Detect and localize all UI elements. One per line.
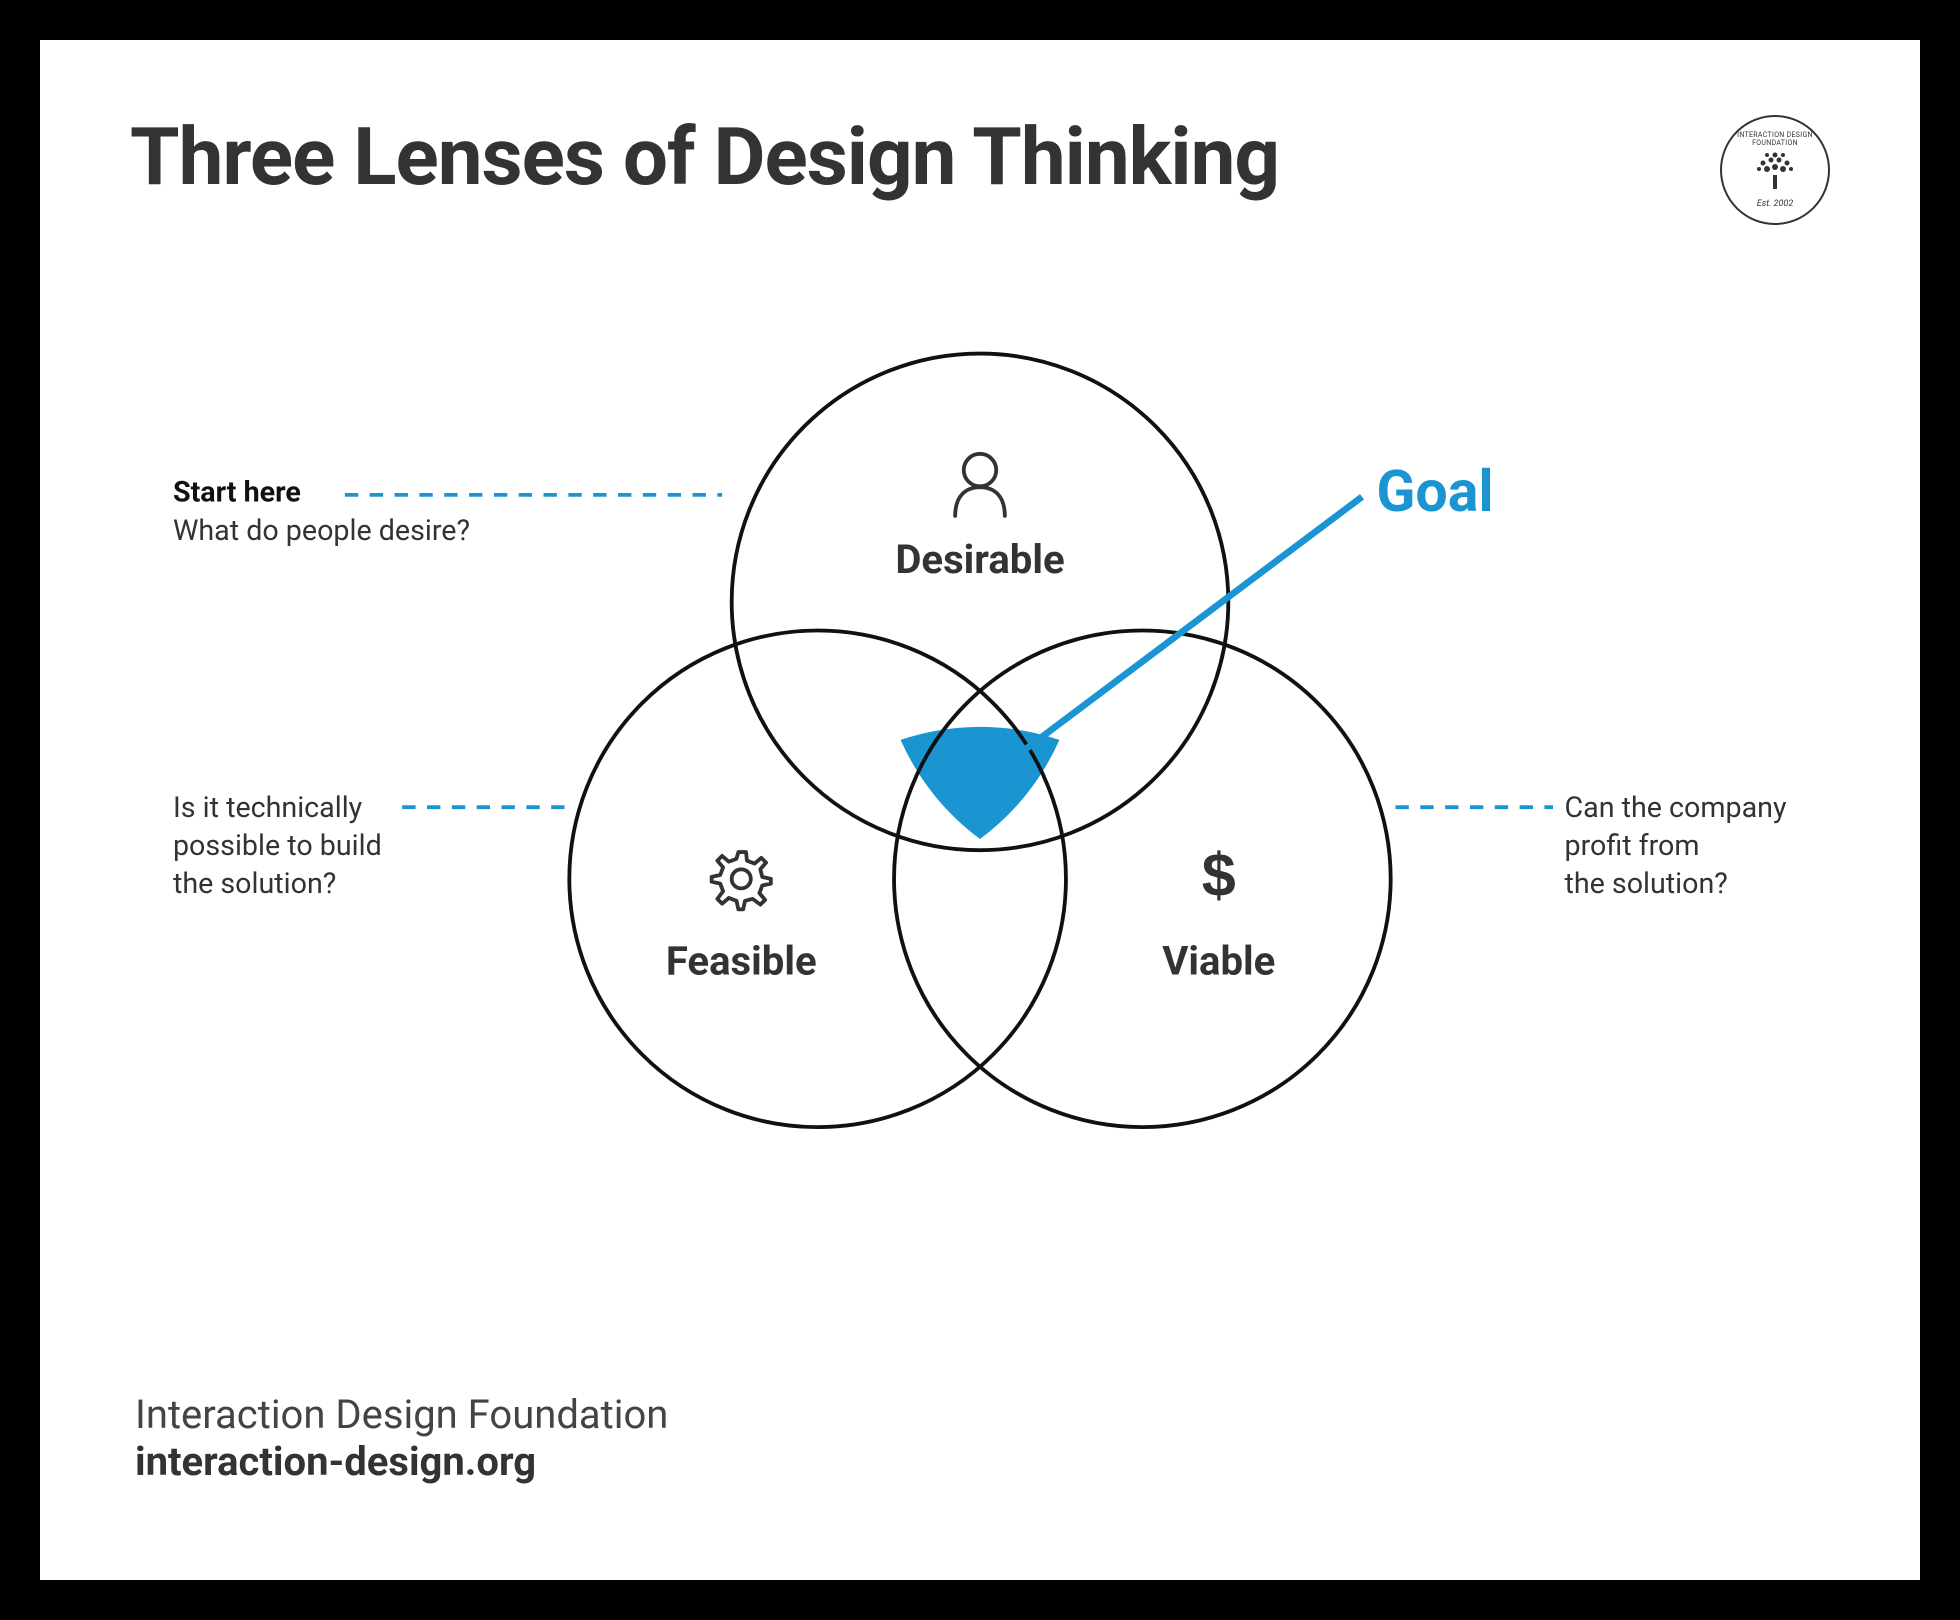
venn-diagram: Goal Desirable Feasible $ Viable Start h… (130, 244, 1830, 1294)
goal-label: Goal (1376, 458, 1493, 525)
annotation-start-text: What do people desire? (173, 513, 470, 547)
footer-org: Interaction Design Foundation (135, 1391, 668, 1438)
dollar-icon: $ (1202, 841, 1236, 909)
annotation-viable-l2: profit from (1564, 828, 1699, 862)
gear-icon (712, 852, 771, 909)
annotation-feasible-l1: Is it technically (173, 790, 363, 824)
svg-text:$: $ (1202, 841, 1236, 909)
footer: Interaction Design Foundation interactio… (135, 1391, 668, 1485)
annotation-feasible-l3: the solution? (173, 866, 336, 900)
circle-viable (894, 631, 1391, 1128)
annotation-viable-l1: Can the company (1564, 790, 1786, 824)
label-viable: Viable (1162, 937, 1275, 984)
logo-top-text: INTERACTION DESIGN FOUNDATION (1722, 131, 1828, 147)
tree-icon (1753, 149, 1797, 197)
annotation-viable-l3: the solution? (1564, 866, 1727, 900)
annotation-feasible-l2: possible to build (173, 828, 382, 862)
annotation-start-heading: Start here (173, 475, 301, 509)
label-desirable: Desirable (895, 536, 1064, 583)
person-icon (955, 454, 1005, 516)
label-feasible: Feasible (666, 937, 817, 984)
footer-site: interaction-design.org (135, 1438, 668, 1485)
circle-feasible (569, 631, 1066, 1128)
page-title: Three Lenses of Design Thinking (130, 110, 1830, 204)
logo-bottom-text: Est. 2002 (1757, 199, 1793, 209)
venn-svg: Goal Desirable Feasible $ Viable Start h… (130, 244, 1830, 1294)
idf-logo: INTERACTION DESIGN FOUNDATION (1720, 115, 1830, 225)
canvas: Three Lenses of Design Thinking INTERACT… (40, 40, 1920, 1580)
